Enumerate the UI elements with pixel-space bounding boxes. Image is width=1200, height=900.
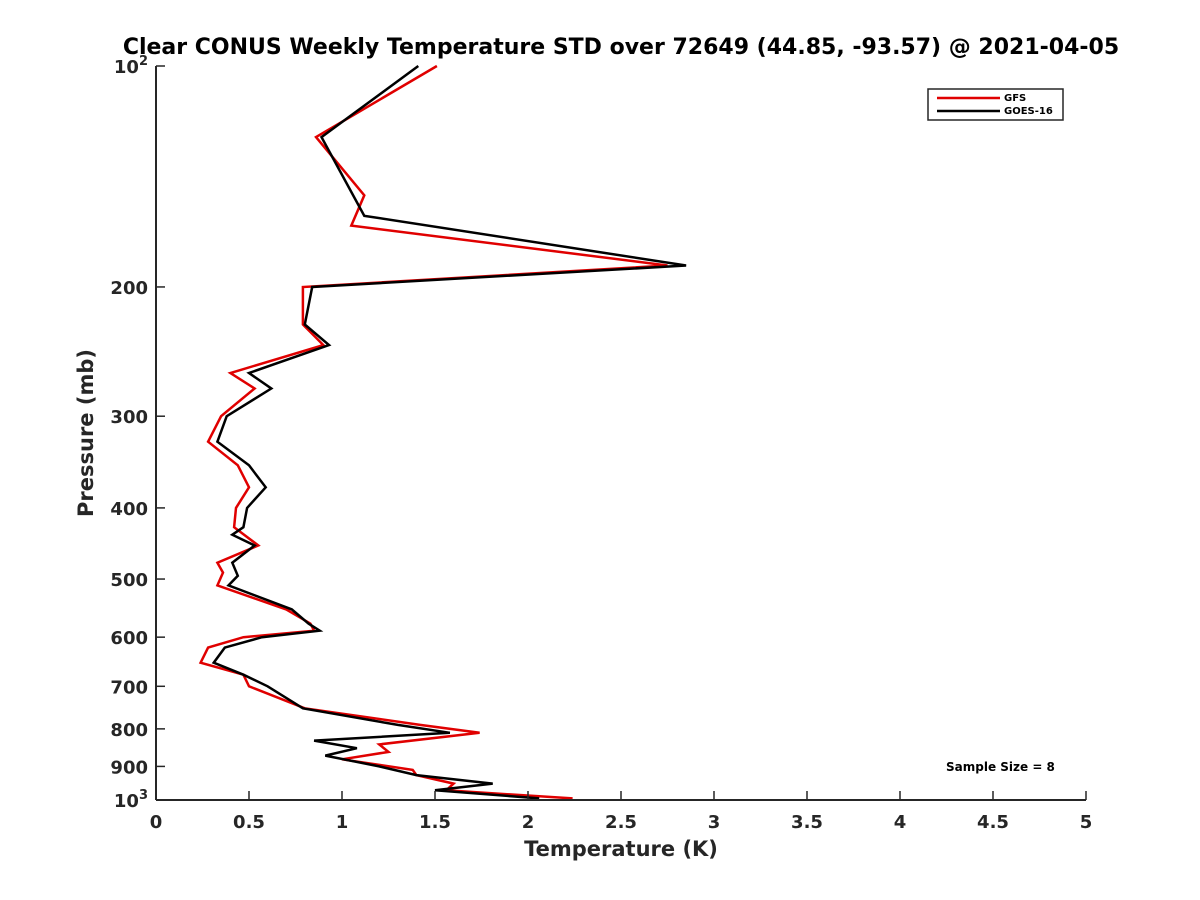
y-tick-label: 400 (110, 499, 148, 520)
y-tick-label: 102 (114, 54, 148, 78)
legend-box (927, 88, 1064, 121)
chart-title: Clear CONUS Weekly Temperature STD over … (123, 35, 1119, 60)
x-tick-label: 1 (336, 812, 349, 833)
plot-frame (156, 66, 1086, 800)
x-tick-label: 4.5 (977, 812, 1009, 833)
x-ticks: 0 0.5 1 1.5 2 2.5 3 3.5 4 4.5 5 (150, 791, 1093, 833)
plot-area (198, 64, 687, 800)
x-tick-label: 3 (708, 812, 721, 833)
y-tick-label: 200 (110, 278, 148, 299)
y-tick-label: 900 (110, 757, 148, 778)
y-ticks: 102 200 300 400 500 600 700 800 900 103 (110, 54, 165, 812)
x-tick-label: 1.5 (419, 812, 451, 833)
x-tick-label: 3.5 (791, 812, 823, 833)
y-tick-label: 103 (114, 788, 148, 812)
x-tick-label: 0 (150, 812, 163, 833)
x-tick-label: 5 (1080, 812, 1093, 833)
series-line-goes-16 (211, 64, 687, 800)
y-tick-label: 300 (110, 407, 148, 428)
legend-label-goes16: GOES-16 (1004, 106, 1053, 117)
y-tick-label: 500 (110, 570, 148, 591)
y-axis-label: Pressure (mb) (74, 349, 98, 517)
x-tick-label: 2.5 (605, 812, 637, 833)
x-axis-label: Temperature (K) (524, 837, 718, 861)
series-line-gfs (198, 64, 668, 800)
y-tick-label: 700 (110, 677, 148, 698)
y-tick-label: 800 (110, 720, 148, 741)
x-tick-label: 4 (894, 812, 907, 833)
x-tick-label: 2 (522, 812, 535, 833)
sample-size-annotation: Sample Size = 8 (946, 760, 1055, 774)
y-tick-label: 600 (110, 628, 148, 649)
x-tick-label: 0.5 (233, 812, 265, 833)
legend-label-gfs: GFS (1004, 93, 1026, 104)
legend: GFS GOES-16 (927, 88, 1064, 121)
